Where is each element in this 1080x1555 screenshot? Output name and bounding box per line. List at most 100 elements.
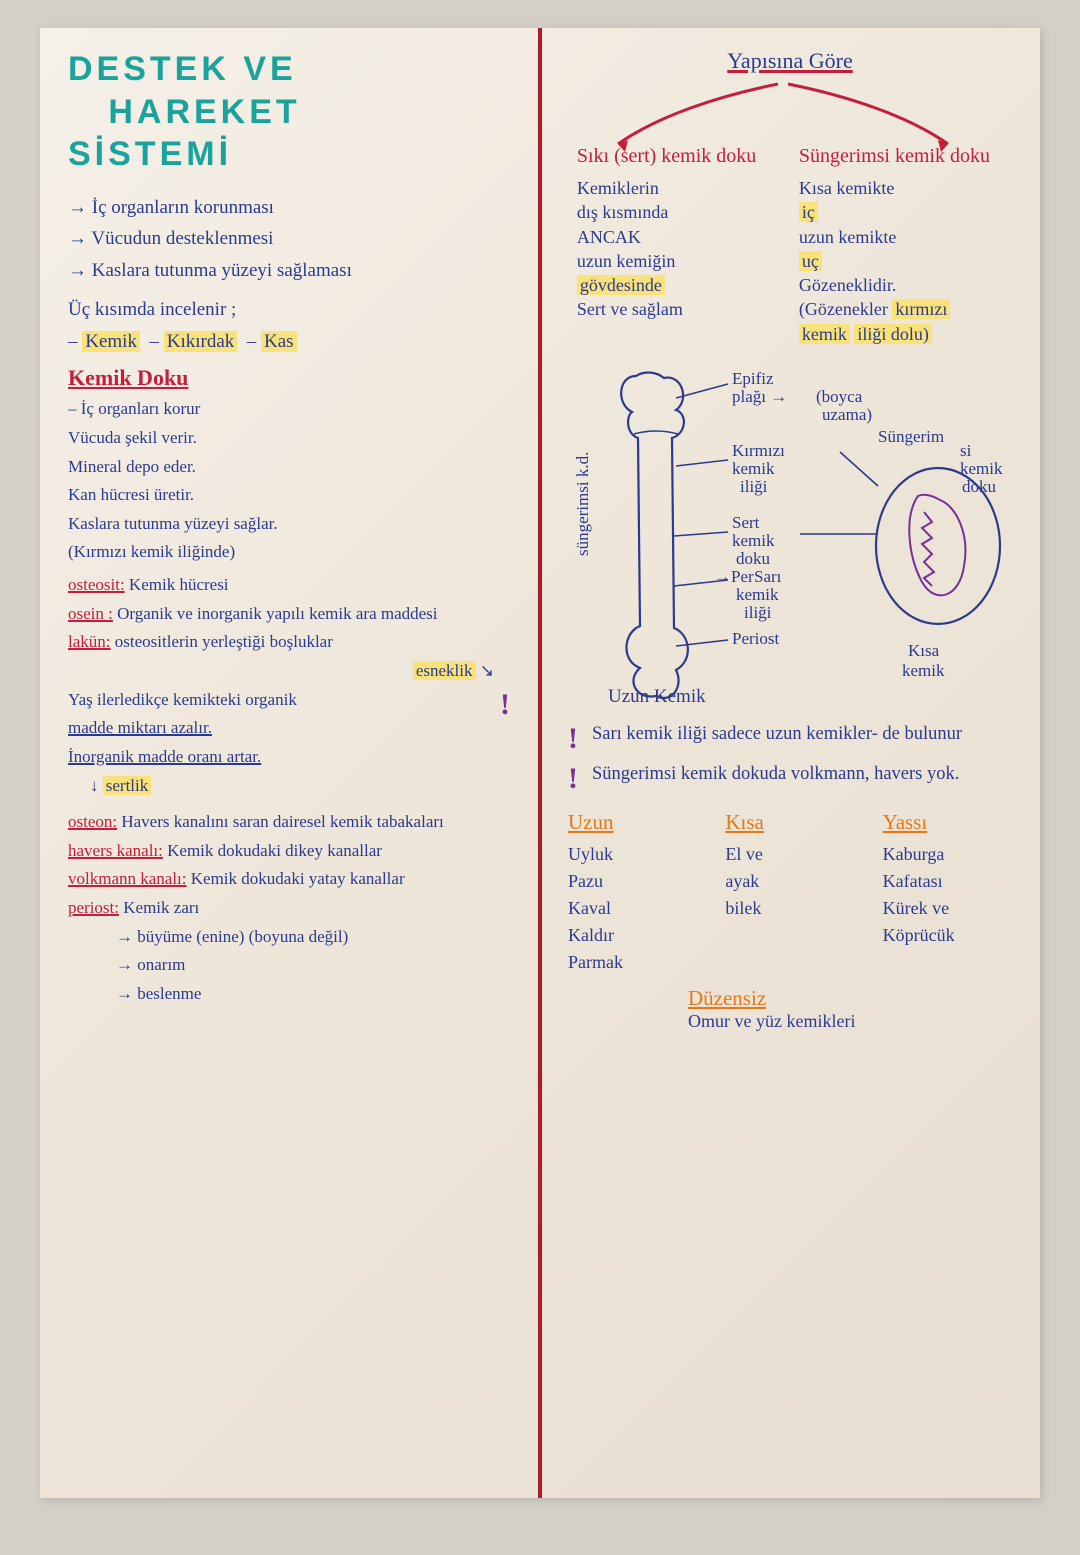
lbl-kirmizi2: kemik — [732, 459, 775, 478]
note-1: ! Sarı kemik iliği sadece uzun kemikler-… — [568, 722, 1012, 756]
lbd-5: Sert ve sağlam — [577, 299, 683, 319]
periost-key: periost: — [68, 898, 119, 917]
part-kemik: Kemik — [82, 331, 140, 352]
branch-row: Sıkı (sert) kemik doku Kemiklerin dış kı… — [568, 144, 1012, 346]
periost-sub-2: onarım — [116, 953, 514, 978]
lbl-kirmizi3: iliği — [740, 477, 768, 496]
ti-k1: ayak — [725, 868, 854, 895]
three-parts: – Kemik – Kıkırdak – Kas — [68, 328, 514, 356]
osteon-key: osteon: — [68, 812, 117, 831]
rbd-2: uzun kemikte — [799, 227, 896, 247]
duzensiz-title: Düzensiz — [688, 986, 1012, 1011]
title-line-1: DESTEK VE — [68, 50, 297, 88]
lbl-boyca: (boyca — [816, 387, 863, 406]
lbl-boyca2: uzama) — [822, 405, 872, 424]
thead-uzun: Uzun — [568, 810, 697, 835]
lbl-epifiz2: plağı → — [732, 387, 787, 406]
rbd-3: uç — [799, 251, 822, 271]
lbl-sungerbox4: doku — [962, 477, 997, 496]
note-2-text: Süngerimsi kemik dokuda volkmann, havers… — [592, 762, 959, 796]
lbd-1: dış kısmında — [577, 202, 669, 222]
kd-line-4: Kan hücresi üretir. — [68, 483, 514, 508]
lakun-key: lakün: — [68, 632, 111, 651]
lbl-periost: Periost — [732, 629, 780, 648]
def-havers: havers kanalı: Kemik dokudaki dikey kana… — [68, 839, 514, 864]
exclaim-icon-3: ! — [568, 762, 582, 796]
note-2: ! Süngerimsi kemik dokuda volkmann, have… — [568, 762, 1012, 796]
part-kas: Kas — [261, 331, 297, 352]
osteosit-key: osteosit: — [68, 575, 125, 594]
rot-label: süngerimsi k.d. — [573, 452, 592, 556]
uzun-caption: Uzun Kemik — [608, 686, 706, 708]
volkmann-val: Kemik dokudaki yatay kanallar — [191, 869, 405, 888]
bone-svg: süngerimsi k.d. Epifiz plağı → (boyca uz… — [568, 356, 1028, 716]
rbd-1: iç — [799, 202, 818, 222]
title-line-2: HAREKET — [108, 93, 300, 131]
lbd-3: uzun kemiğin — [577, 251, 675, 271]
lbd-0: Kemiklerin — [577, 178, 659, 198]
def-lakun: lakün: osteositlerin yerleştiği boşlukla… — [68, 630, 514, 655]
ti-u0: Uyluk — [568, 841, 697, 868]
periost-val: Kemik zarı — [123, 898, 199, 917]
thead-yassi: Yassı — [883, 810, 1012, 835]
kd-line-2: Vücuda şekil verir. — [68, 426, 514, 451]
note-1-text: Sarı kemik iliği sadece uzun kemikler- d… — [592, 722, 962, 756]
lbl-sari: Sarı — [754, 567, 782, 586]
exclaim-icon: ! — [500, 688, 514, 803]
def-osein: osein : Organik ve inorganik yapılı kemi… — [68, 602, 514, 627]
bullet-2: Vücudun desteklenmesi — [68, 225, 514, 253]
thead-kisa: Kısa — [725, 810, 854, 835]
title-line-3: SİSTEMİ — [68, 135, 232, 173]
lbl-sungerbox2: si — [960, 441, 972, 460]
lbl-sert: Sert — [732, 513, 760, 532]
kd-line-3: Mineral depo eder. — [68, 455, 514, 480]
periost-sub-1: büyüme (enine) (boyuna değil) — [116, 925, 514, 950]
osteon-val: Havers kanalını saran dairesel kemik tab… — [121, 812, 443, 831]
esneklik-label: esneklik ↘ — [68, 659, 494, 684]
ti-y3: Köprücük — [883, 922, 1012, 949]
part-kikirdak: Kıkırdak — [164, 331, 238, 352]
lbd-4: gövdesinde — [577, 275, 665, 295]
def-volkmann: volkmann kanalı: Kemik dokudaki yatay ka… — [68, 867, 514, 892]
ti-u3: Kaldır — [568, 922, 697, 949]
havers-val: Kemik dokudaki dikey kanallar — [167, 841, 382, 860]
lakun-val: osteositlerin yerleştiği boşluklar — [115, 632, 333, 651]
aging-1: Yaş ilerledikçe kemikteki organik — [68, 688, 492, 713]
branch-left-desc: Kemiklerin dış kısmında ANCAK uzun kemiğ… — [577, 176, 781, 322]
volkmann-key: volkmann kanalı: — [68, 869, 187, 888]
lbl-epifiz: Epifiz — [732, 369, 774, 388]
ti-k0: El ve — [725, 841, 854, 868]
sertlik-label: ↓ sertlik — [90, 774, 492, 799]
tcol-uzun: Uzun Uyluk Pazu Kaval Kaldır Parmak — [568, 810, 697, 976]
rbd-8: iliği dolu) — [854, 324, 932, 344]
duzensiz-body: Omur ve yüz kemikleri — [688, 1011, 1012, 1032]
lbl-sungerbox1: Süngerim — [878, 427, 944, 446]
sertlik-text: sertlik — [103, 776, 152, 795]
bone-types-table: Uzun Uyluk Pazu Kaval Kaldır Parmak Kısa… — [568, 810, 1012, 976]
ti-u4: Parmak — [568, 949, 697, 976]
bullet-3: Kaslara tutunma yüzeyi sağlaması — [68, 257, 514, 285]
kd-line-5: Kaslara tutunma yüzeyi sağlar. — [68, 512, 514, 537]
aging-3: İnorganik madde oranı artar. — [68, 745, 492, 770]
lbl-kisa: Kısa — [908, 641, 940, 660]
lbl-sari3: iliği — [744, 603, 772, 622]
lbl-sungerbox3: kemik — [960, 459, 1003, 478]
exclaim-icon-2: ! — [568, 722, 582, 756]
periost-sub-3: beslenme — [116, 982, 514, 1007]
lbl-kirmizi: Kırmızı — [732, 441, 785, 460]
osein-key: osein : — [68, 604, 113, 623]
ti-y2: Kürek ve — [883, 895, 1012, 922]
tree-title: Yapısına Göre — [568, 48, 1012, 74]
lbl-kisa2: kemik — [902, 661, 945, 680]
def-osteosit: osteosit: Kemik hücresi — [68, 573, 514, 598]
uzun-text: Uzun Kemik — [608, 686, 706, 707]
havers-key: havers kanalı: — [68, 841, 163, 860]
rbd-0: Kısa kemikte — [799, 178, 894, 198]
ti-y0: Kaburga — [883, 841, 1012, 868]
tcol-kisa: Kısa El ve ayak bilek — [725, 810, 854, 976]
osteosit-val: Kemik hücresi — [129, 575, 229, 594]
right-column: Yapısına Göre Sıkı (sert) kemik doku Kem… — [538, 28, 1036, 1498]
duzensiz-block: Düzensiz Omur ve yüz kemikleri — [688, 986, 1012, 1032]
aging-3-text: İnorganik madde oranı artar. — [68, 747, 261, 766]
bone-diagram: süngerimsi k.d. Epifiz plağı → (boyca uz… — [568, 356, 1012, 716]
